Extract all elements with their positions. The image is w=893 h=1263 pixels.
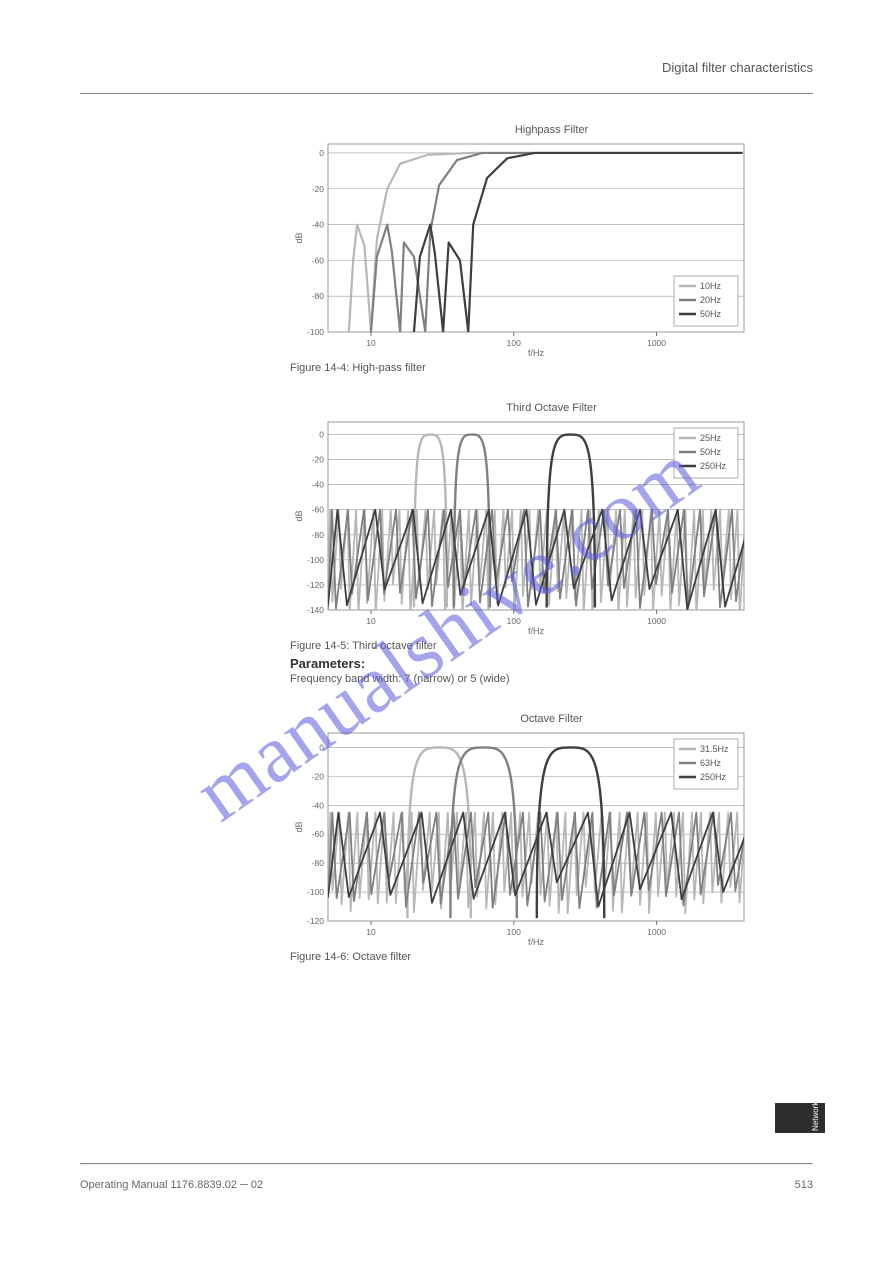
svg-text:-80: -80 <box>312 530 325 540</box>
footer-right: 513 <box>795 1179 813 1191</box>
svg-text:-100: -100 <box>307 555 324 565</box>
svg-text:10: 10 <box>366 927 376 937</box>
svg-text:50Hz: 50Hz <box>700 447 722 457</box>
svg-text:25Hz: 25Hz <box>700 433 722 443</box>
chart-third-octave: 0 -20 -40 -60 -80 -100 -120 -140 10 100 1000 dB f/Hz… <box>290 416 750 636</box>
svg-text:100: 100 <box>507 616 521 626</box>
svg-text:10Hz: 10Hz <box>700 281 722 291</box>
svg-text:100: 100 <box>507 338 521 348</box>
svg-text:1000: 1000 <box>647 616 666 626</box>
svg-text:-120: -120 <box>307 580 324 590</box>
chart-title: Third Octave Filter <box>290 402 813 414</box>
svg-text:100: 100 <box>507 927 521 937</box>
svg-text:-80: -80 <box>312 858 325 868</box>
svg-text:f/Hz: f/Hz <box>528 348 545 358</box>
svg-text:-20: -20 <box>312 771 325 781</box>
figure-caption-line: Figure 14-4: High-pass filter <box>290 362 813 374</box>
svg-text:-40: -40 <box>312 480 325 490</box>
svg-text:10: 10 <box>366 338 376 348</box>
chart-title: Highpass Filter <box>290 124 813 136</box>
chart-highpass: 0 -20 -40 -60 -80 -100 10 100 1000 dB f/Hz 10Hz 20Hz… <box>290 138 750 358</box>
svg-text:10: 10 <box>366 616 376 626</box>
svg-text:250Hz: 250Hz <box>700 772 727 782</box>
svg-text:0: 0 <box>319 148 324 158</box>
params-heading: Parameters: <box>290 656 813 671</box>
svg-text:-20: -20 <box>312 455 325 465</box>
footer: Operating Manual 1176.8839.02 ─ 02 513 <box>80 1179 813 1191</box>
svg-text:dB: dB <box>294 232 304 243</box>
chart-octave: 0 -20 -40 -60 -80 -100 -120 10 100 1000 dB f/Hz 31.5… <box>290 727 750 947</box>
chart-title: Octave Filter <box>290 713 813 725</box>
svg-text:-60: -60 <box>312 829 325 839</box>
svg-text:-120: -120 <box>307 916 324 926</box>
params-sub: Frequency band width: 7 (narrow) or 5 (w… <box>290 673 813 685</box>
svg-text:31.5Hz: 31.5Hz <box>700 744 729 754</box>
svg-text:0: 0 <box>319 430 324 440</box>
header-rule <box>80 93 813 94</box>
footer-left: Operating Manual 1176.8839.02 ─ 02 <box>80 1179 263 1191</box>
figure-octave: Octave Filter 0 -20 -40 -60 -80 -100 -120 10 100 1… <box>80 713 813 963</box>
svg-text:-100: -100 <box>307 887 324 897</box>
svg-text:-40: -40 <box>312 220 325 230</box>
svg-text:20Hz: 20Hz <box>700 295 722 305</box>
svg-text:f/Hz: f/Hz <box>528 937 545 947</box>
svg-text:-40: -40 <box>312 800 325 810</box>
svg-text:dB: dB <box>294 821 304 832</box>
svg-text:f/Hz: f/Hz <box>528 626 545 636</box>
svg-text:-100: -100 <box>307 327 324 337</box>
svg-text:-140: -140 <box>307 605 324 615</box>
footer-rule <box>80 1163 813 1165</box>
svg-text:-60: -60 <box>312 505 325 515</box>
side-tab: Network and Spectrum Analyzers <box>775 1103 825 1133</box>
svg-text:-60: -60 <box>312 255 325 265</box>
side-tab-label: Network and Spectrum Analyzers <box>811 1013 820 1131</box>
figures-container: Highpass Filter0-20-40-60-80-10010100100… <box>80 124 813 963</box>
figure-caption-line: Figure 14-6: Octave filter <box>290 951 813 963</box>
figure-caption-line: Figure 14-5: Third octave filter <box>290 640 813 652</box>
svg-text:63Hz: 63Hz <box>700 758 722 768</box>
svg-text:-20: -20 <box>312 184 325 194</box>
figure-third-octave: Third Octave Filter 0 -20 -40 -60 -80 -100 -120… <box>80 402 813 685</box>
page: Digital filter characteristics Highpass … <box>0 0 893 1263</box>
svg-text:1000: 1000 <box>647 927 666 937</box>
svg-text:0: 0 <box>319 742 324 752</box>
svg-text:250Hz: 250Hz <box>700 461 727 471</box>
svg-text:dB: dB <box>294 510 304 521</box>
svg-text:1000: 1000 <box>647 338 666 348</box>
svg-text:50Hz: 50Hz <box>700 309 722 319</box>
figure-highpass: Highpass Filter 0 -20 -40 -60 -80 -100 10 100 100… <box>80 124 813 374</box>
svg-text:-80: -80 <box>312 291 325 301</box>
header-section-title: Digital filter characteristics <box>80 60 813 83</box>
